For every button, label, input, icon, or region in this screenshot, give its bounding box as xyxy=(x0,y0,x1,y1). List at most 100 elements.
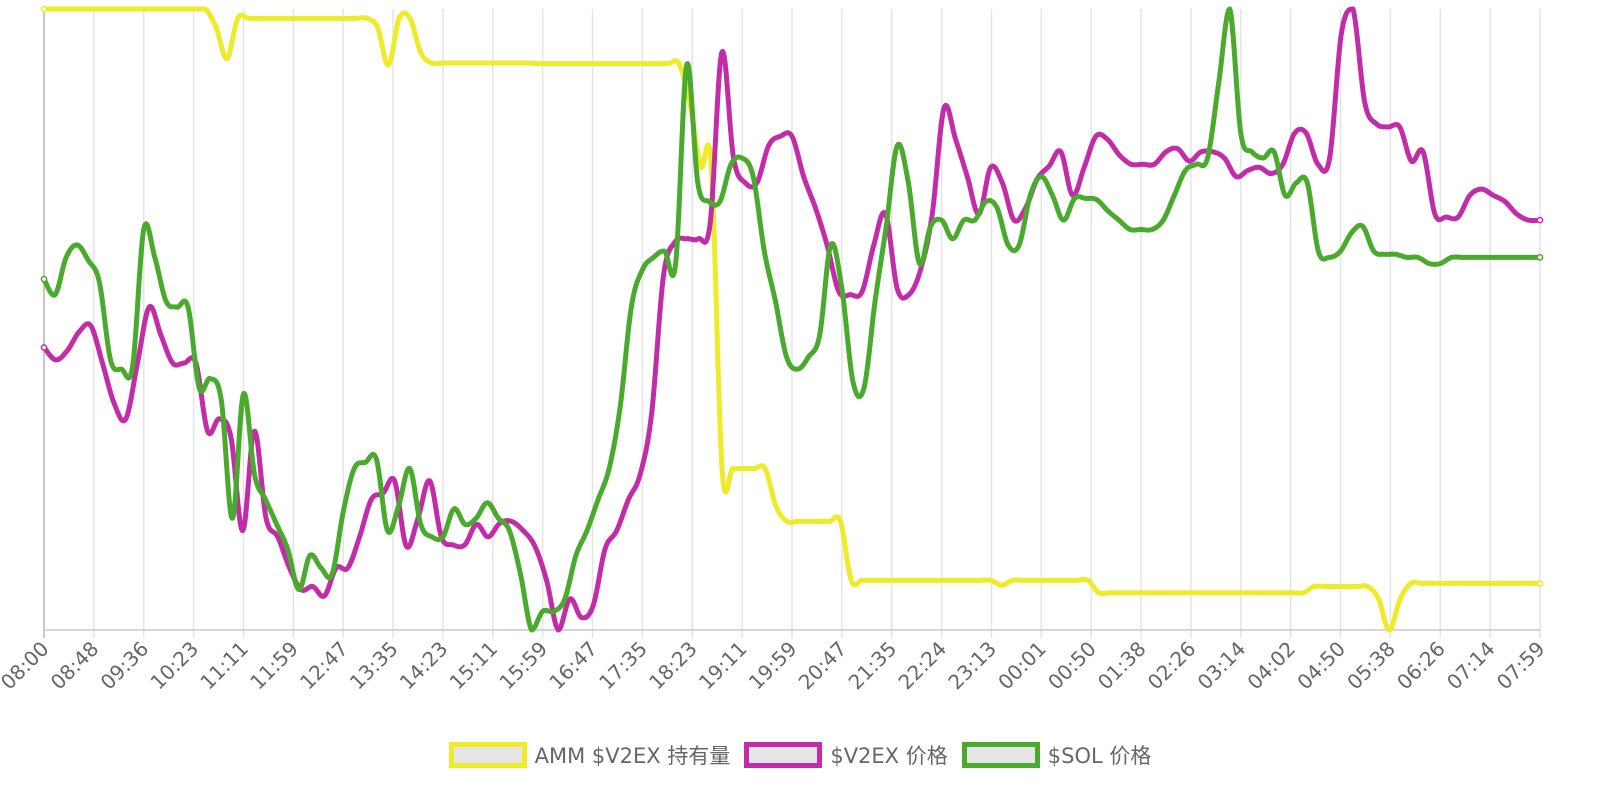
series-point[interactable] xyxy=(1462,581,1468,586)
series-point[interactable] xyxy=(655,61,660,67)
series-point[interactable] xyxy=(1053,577,1059,583)
series-point[interactable] xyxy=(595,497,601,502)
series-point[interactable] xyxy=(450,60,456,66)
series-point[interactable] xyxy=(1482,255,1487,260)
series-point[interactable] xyxy=(614,528,620,533)
series-point[interactable] xyxy=(1081,165,1087,170)
series-point[interactable] xyxy=(1257,590,1263,596)
series-point[interactable] xyxy=(795,518,800,524)
series-point[interactable] xyxy=(1315,161,1321,167)
series-point[interactable] xyxy=(529,627,534,633)
series-point[interactable] xyxy=(343,15,348,21)
series-point[interactable] xyxy=(649,410,655,415)
series-point[interactable] xyxy=(396,503,401,509)
series-point[interactable] xyxy=(881,577,886,583)
series-point[interactable] xyxy=(95,6,101,12)
series-point[interactable] xyxy=(673,261,678,266)
series-point[interactable] xyxy=(1514,211,1519,217)
series-point[interactable] xyxy=(741,466,746,471)
series-point[interactable] xyxy=(418,50,424,55)
series-point[interactable] xyxy=(181,6,187,12)
series-point[interactable] xyxy=(590,602,596,608)
series-point[interactable] xyxy=(368,497,374,502)
series-point[interactable] xyxy=(1010,577,1015,583)
series-point[interactable] xyxy=(784,354,789,360)
series-point[interactable] xyxy=(1471,255,1476,260)
series-point[interactable] xyxy=(385,528,390,533)
series-point[interactable] xyxy=(924,577,929,583)
series-point[interactable] xyxy=(1303,130,1309,136)
series-point[interactable] xyxy=(1247,590,1252,596)
series-point[interactable] xyxy=(363,459,368,465)
series-point[interactable] xyxy=(485,534,491,540)
series-point[interactable] xyxy=(230,515,235,521)
series-point[interactable] xyxy=(1525,217,1531,223)
series-point[interactable] xyxy=(407,15,413,21)
series-point[interactable] xyxy=(684,62,690,68)
series-point[interactable] xyxy=(263,515,269,521)
series-point[interactable] xyxy=(1083,196,1089,201)
series-point[interactable] xyxy=(375,25,380,30)
series-point[interactable] xyxy=(1245,168,1251,173)
series-point[interactable] xyxy=(1440,581,1446,586)
series-point[interactable] xyxy=(540,609,546,614)
series-point[interactable] xyxy=(795,366,800,372)
series-point[interactable] xyxy=(1046,163,1052,169)
series-point[interactable] xyxy=(945,577,951,583)
series-point[interactable] xyxy=(750,174,756,180)
series-point[interactable] xyxy=(1444,214,1449,220)
series-point[interactable] xyxy=(1227,6,1233,12)
series-point[interactable] xyxy=(590,61,596,67)
series-point[interactable] xyxy=(1479,186,1484,192)
series-point[interactable] xyxy=(1397,124,1403,130)
series-point[interactable] xyxy=(1349,230,1354,235)
series-point[interactable] xyxy=(961,217,967,223)
series-point[interactable] xyxy=(859,289,865,294)
series-point[interactable] xyxy=(1451,581,1457,586)
series-point[interactable] xyxy=(1300,590,1306,596)
series-point[interactable] xyxy=(1504,255,1510,260)
series-point[interactable] xyxy=(1096,590,1102,596)
series-point[interactable] xyxy=(762,466,768,471)
series-point[interactable] xyxy=(472,60,477,66)
series-point[interactable] xyxy=(1138,227,1144,232)
series-point[interactable] xyxy=(158,332,164,338)
series-point[interactable] xyxy=(988,577,994,583)
series-point[interactable] xyxy=(917,261,922,266)
series-point[interactable] xyxy=(1268,171,1274,176)
series-point[interactable] xyxy=(662,248,667,254)
series-point[interactable] xyxy=(1116,152,1122,158)
series-point[interactable] xyxy=(773,503,779,509)
series-point[interactable] xyxy=(1426,261,1432,266)
series-point[interactable] xyxy=(1175,146,1181,152)
series-point[interactable] xyxy=(1316,248,1321,254)
series-point[interactable] xyxy=(665,61,671,67)
series-point[interactable] xyxy=(1360,224,1366,229)
series-point[interactable] xyxy=(1107,590,1112,596)
series-point[interactable] xyxy=(252,428,257,434)
series-point[interactable] xyxy=(256,15,262,21)
series-point[interactable] xyxy=(321,15,327,21)
series-point[interactable] xyxy=(906,292,912,298)
series-point[interactable] xyxy=(267,15,273,21)
series-point[interactable] xyxy=(1282,192,1288,198)
series-point[interactable] xyxy=(40,275,48,283)
series-point[interactable] xyxy=(972,217,978,223)
series-point[interactable] xyxy=(185,304,191,310)
series-point[interactable] xyxy=(813,205,818,211)
series-point[interactable] xyxy=(999,582,1005,588)
series-point[interactable] xyxy=(651,255,656,260)
series-point[interactable] xyxy=(1455,214,1461,220)
series-point[interactable] xyxy=(1408,581,1414,586)
series-point[interactable] xyxy=(322,593,327,599)
series-point[interactable] xyxy=(584,528,590,533)
series-point[interactable] xyxy=(509,518,514,524)
series-point[interactable] xyxy=(871,242,877,248)
series-point[interactable] xyxy=(170,6,176,12)
series-point[interactable] xyxy=(827,518,833,524)
series-point[interactable] xyxy=(196,385,202,391)
series-point[interactable] xyxy=(1515,255,1521,260)
series-point[interactable] xyxy=(602,546,608,552)
series-point[interactable] xyxy=(1327,255,1332,260)
series-point[interactable] xyxy=(1222,155,1227,161)
